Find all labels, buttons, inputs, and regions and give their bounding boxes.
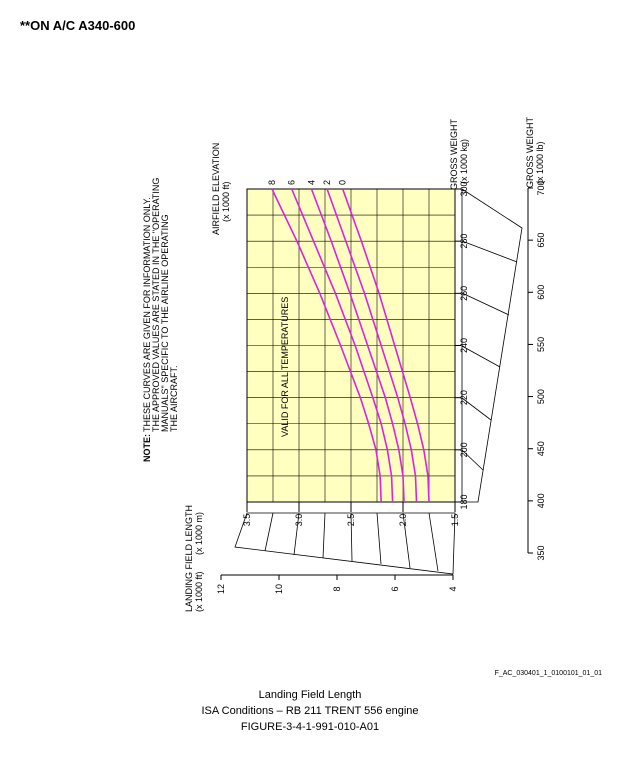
x2-tick-label: 700 <box>536 180 546 195</box>
y2-tick-label: 4 <box>448 586 458 591</box>
caption: FIGURE-3-4-1-991-010-A01 <box>241 721 379 733</box>
x2-tick-label: 600 <box>536 285 546 300</box>
series-line <box>290 188 394 503</box>
x2-tick-label: 550 <box>536 337 546 352</box>
series-label: 8 <box>267 180 277 185</box>
x2-axis-title: GROSS WEIGHT <box>525 116 535 188</box>
y-tick-label: 2.0 <box>398 514 408 527</box>
x2-axis-title: (x 1000 lb) <box>535 141 545 184</box>
x2-tick-label: 650 <box>536 233 546 248</box>
y-tick-label: 3.5 <box>242 514 252 527</box>
x-tick-label: 240 <box>459 338 469 353</box>
y-axis-title: LANDING FIELD LENGTH <box>184 505 194 612</box>
x-tick-label: 220 <box>459 390 469 405</box>
conversion-hatch <box>264 512 439 572</box>
legend-title: AIRFIELD ELEVATION <box>211 143 221 235</box>
conversion-strip <box>461 188 523 503</box>
x-axis-title: GROSS WEIGHT <box>449 118 459 190</box>
series-line <box>341 188 430 503</box>
note-label: NOTE: <box>142 434 152 462</box>
y2-axis-title: (x 1000 ft) <box>194 571 204 612</box>
conversion-strip <box>234 512 456 575</box>
figure-id: F_AC_030401_1_0100101_01_01 <box>495 670 603 677</box>
y2-tick-label: 8 <box>332 586 342 591</box>
y2-tick-label: 12 <box>216 584 226 594</box>
series-label: 4 <box>306 180 316 185</box>
note-line: THESE CURVES ARE GIVEN FOR INFORMATION O… <box>142 197 152 432</box>
series-label: 6 <box>287 180 297 185</box>
y2-tick-label: 10 <box>274 584 284 594</box>
x2-tick-label: 400 <box>536 493 546 508</box>
series-line <box>326 188 418 503</box>
y-axis-title: (x 1000 m) <box>194 512 204 555</box>
series-label: 2 <box>322 180 332 185</box>
series-label: 0 <box>338 180 348 185</box>
series-line <box>310 188 405 503</box>
x2-tick-label: 450 <box>536 441 546 456</box>
header: **ON A/C A340-600 <box>20 18 135 33</box>
y-tick-label: 1.5 <box>450 514 460 527</box>
x-tick-label: 180 <box>459 494 469 509</box>
conversion-hatch <box>461 240 518 471</box>
y2-tick-label: 6 <box>390 586 400 591</box>
note-line: THE APPROVED VALUES ARE STATED IN THE "O… <box>151 178 161 432</box>
caption: Landing Field Length <box>259 689 362 701</box>
x-tick-label: 280 <box>459 234 469 249</box>
legend-title: (x 1000 ft) <box>221 181 231 222</box>
x2-tick-label: 500 <box>536 389 546 404</box>
y-tick-label: 2.5 <box>346 514 356 527</box>
y-tick-label: 3.0 <box>294 514 304 527</box>
caption: ISA Conditions – RB 211 TRENT 556 engine <box>201 705 418 717</box>
annotation: VALID FOR ALL TEMPERATURES <box>280 297 290 437</box>
x-tick-label: 300 <box>459 181 469 196</box>
x-tick-label: 200 <box>459 442 469 457</box>
note-line: MANUALS" SPECIFIC TO THE AIRLINE OPERATI… <box>160 214 170 432</box>
x2-tick-label: 350 <box>536 545 546 560</box>
x-tick-label: 260 <box>459 286 469 301</box>
x-axis-title: (x 1000 kg) <box>459 139 469 184</box>
note-line: THE AIRCRAFT. <box>169 365 179 432</box>
series-line <box>271 188 382 503</box>
